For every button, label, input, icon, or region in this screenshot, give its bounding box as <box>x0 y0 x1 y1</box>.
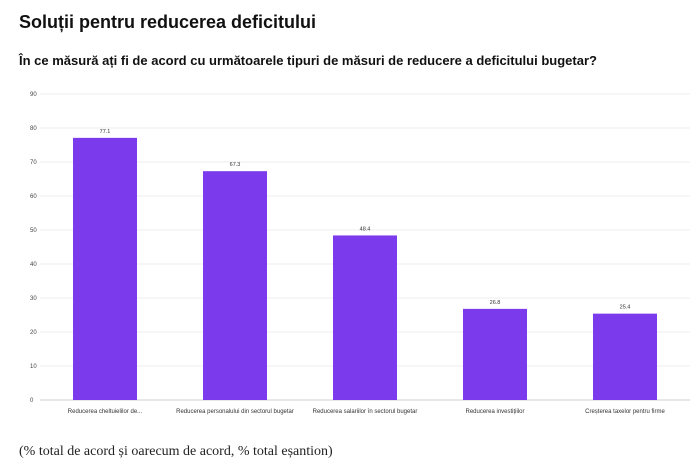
bar-3 <box>333 235 397 400</box>
y-tick-label: 80 <box>30 126 37 132</box>
y-tick-label: 0 <box>30 398 34 404</box>
y-tick-label: 50 <box>30 228 37 234</box>
y-tick-label: 20 <box>30 330 37 336</box>
category-label: Creșterea taxelor pentru firme <box>585 409 665 415</box>
bar-4 <box>463 308 527 400</box>
bar-1 <box>73 137 137 401</box>
category-label: Reducerea cheltuielilor de... <box>68 409 143 415</box>
data-label: 77.1 <box>100 129 111 135</box>
chart-title: Soluții pentru reducerea deficitului <box>19 12 317 32</box>
footnote: (% total de acord și oarecum de acord, %… <box>19 444 333 459</box>
bar-chart: 0 10 20 30 40 50 60 70 80 90 77.1 67.3 48.4 26.8 25.4… <box>30 92 690 415</box>
data-label: 48.4 <box>360 226 371 232</box>
data-label: 26.8 <box>490 300 501 306</box>
y-tick-label: 40 <box>30 262 37 268</box>
category-label: Reducerea salariilor în sectorul bugetar <box>313 409 418 415</box>
data-label: 67.3 <box>230 162 241 168</box>
y-axis-ticks: 0 10 20 30 40 50 60 70 80 90 <box>30 92 37 404</box>
bar-2 <box>203 171 267 400</box>
y-tick-label: 60 <box>30 194 37 200</box>
chart-subtitle: În ce măsură ați fi de acord cu următoar… <box>19 53 597 68</box>
bar-5 <box>593 313 657 400</box>
data-labels: 77.1 67.3 48.4 26.8 25.4 <box>100 129 631 311</box>
y-tick-label: 30 <box>30 296 37 302</box>
bars <box>73 137 657 401</box>
y-tick-label: 70 <box>30 160 37 166</box>
x-axis-labels: Reducerea cheltuielilor de... Reducerea p… <box>68 409 666 415</box>
category-label: Reducerea personalului din sectorul buge… <box>176 409 294 415</box>
y-tick-label: 90 <box>30 92 37 98</box>
category-label: Reducerea investițiilor <box>465 409 524 415</box>
y-tick-label: 10 <box>30 364 37 370</box>
data-label: 25.4 <box>620 305 631 311</box>
